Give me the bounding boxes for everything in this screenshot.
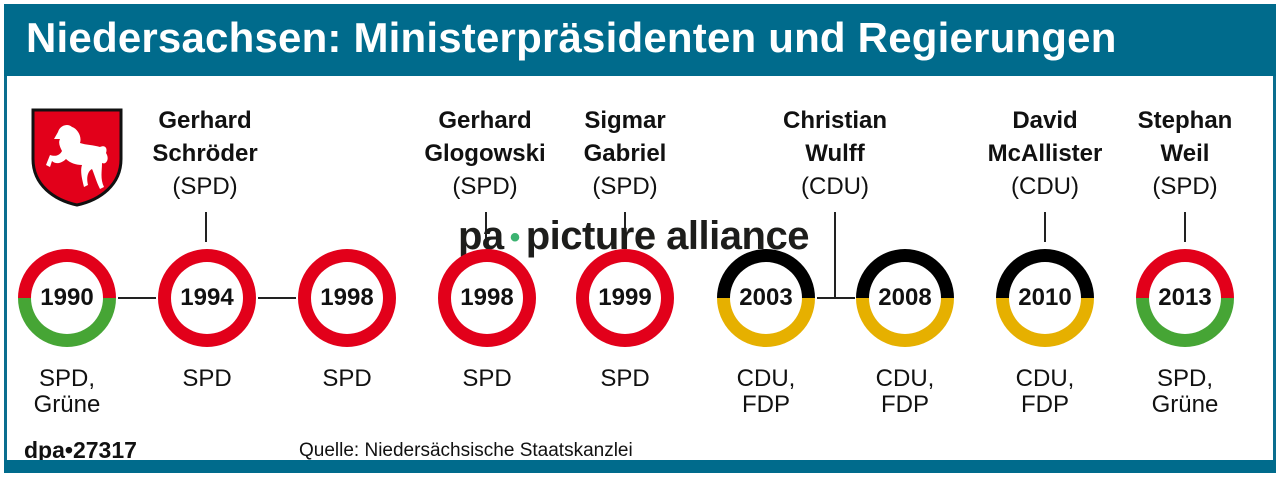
government-ring-spd: 1994 [158, 249, 256, 347]
year-label: 1999 [589, 262, 661, 334]
year-label: 1994 [171, 262, 243, 334]
minister-label: Gerhard Glogowski (SPD) [424, 107, 546, 200]
year-label: 1998 [311, 262, 383, 334]
government-ring-spd-gruene: 1990 [18, 249, 116, 347]
timeline-connector [817, 297, 855, 299]
dpa-graphic-id: dpa•27317 [24, 437, 137, 463]
government-ring-spd: 1999 [576, 249, 674, 347]
government-ring-cdu-fdp: 2010 [996, 249, 1094, 347]
graphic-frame [4, 4, 1276, 472]
year-label: 2010 [1009, 262, 1081, 334]
coalition-label: CDU, FDP [1015, 365, 1075, 418]
government-ring-spd: 1998 [438, 249, 536, 347]
title-bar: Niedersachsen: Ministerpräsidenten und R… [4, 4, 1276, 76]
coalition-label: SPD [182, 365, 232, 392]
source-note: Quelle: Niedersächsische Staatskanzlei [299, 440, 633, 461]
watermark-dot-icon: • [509, 221, 521, 255]
connector-line [485, 212, 487, 242]
coalition-label: CDU, FDP [736, 365, 796, 418]
government-ring-spd: 1998 [298, 249, 396, 347]
timeline-connector [258, 297, 296, 299]
year-label: 2003 [730, 262, 802, 334]
coalition-label: SPD, Grüne [1151, 365, 1219, 418]
connector-line [624, 212, 626, 242]
lower-saxony-coat-of-arms-icon [31, 108, 123, 207]
picture-alliance-watermark: pa • picture alliance [458, 214, 809, 258]
government-ring-cdu-fdp: 2008 [856, 249, 954, 347]
minister-label: Gerhard Schröder (SPD) [152, 107, 258, 200]
year-label: 2013 [1149, 262, 1221, 334]
minister-label: Christian Wulff (CDU) [782, 107, 887, 200]
connector-line [834, 212, 836, 298]
connector-line [205, 212, 207, 242]
minister-label: Stephan Weil (SPD) [1137, 107, 1233, 200]
coalition-label: SPD [600, 365, 650, 392]
coalition-label: SPD [462, 365, 512, 392]
coalition-label: CDU, FDP [875, 365, 935, 418]
connector-line [1184, 212, 1186, 242]
government-ring-cdu-fdp: 2003 [717, 249, 815, 347]
coalition-label: SPD [322, 365, 372, 392]
bottom-bar [4, 460, 1276, 473]
connector-line [1044, 212, 1046, 242]
year-label: 1998 [451, 262, 523, 334]
government-ring-spd-gruene: 2013 [1136, 249, 1234, 347]
year-label: 1990 [31, 262, 103, 334]
timeline-connector [118, 297, 156, 299]
minister-label: Sigmar Gabriel (SPD) [583, 107, 667, 200]
year-label: 2008 [869, 262, 941, 334]
minister-label: David McAllister (CDU) [987, 107, 1103, 200]
page-title: Niedersachsen: Ministerpräsidenten und R… [26, 14, 1117, 61]
coalition-label: SPD, Grüne [33, 365, 101, 418]
